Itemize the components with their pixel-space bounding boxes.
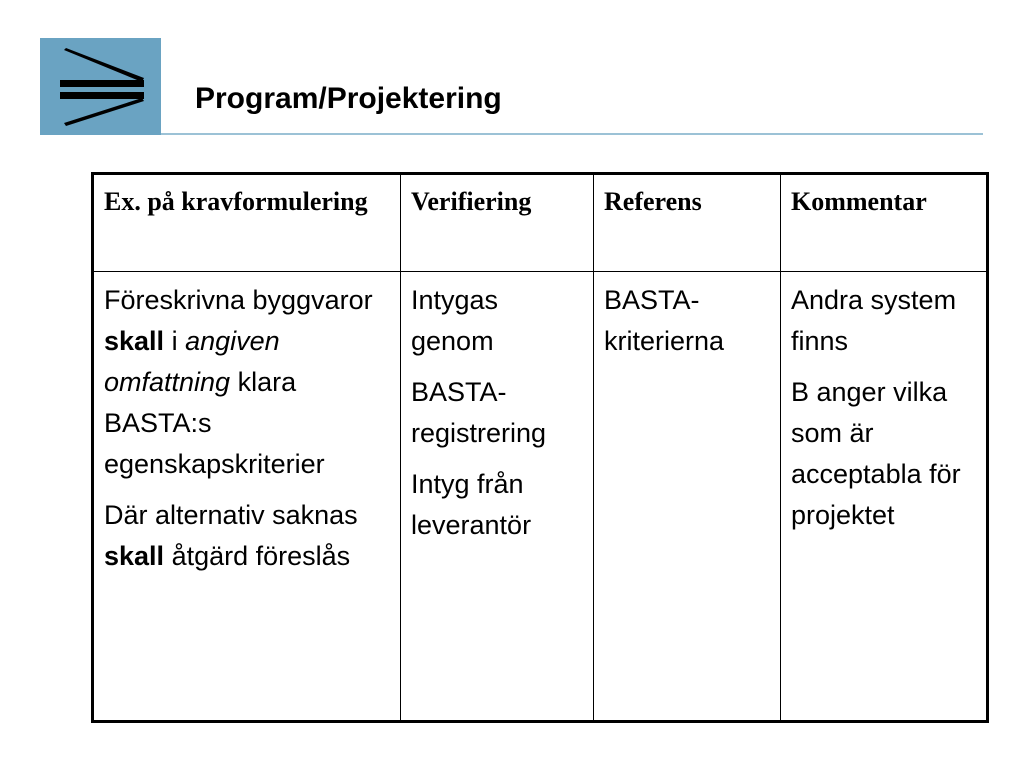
verification-text: Intygas genom (411, 285, 499, 356)
requirement-text-1: Föreskrivna byggvaror skall i angiven om… (104, 285, 373, 479)
comment-text: B anger vilka som är acceptabla för proj… (791, 377, 961, 530)
header-example: Ex. på kravformulering (92, 173, 401, 272)
logo (40, 38, 161, 135)
header-reference: Referens (593, 173, 781, 272)
cell-reference: BASTA-kriterierna (593, 271, 781, 722)
title-divider (161, 133, 983, 135)
comment-text: Andra system finns (791, 285, 957, 356)
verification-text: BASTA-registrering (411, 377, 547, 448)
header-verification: Verifiering (400, 173, 594, 272)
requirements-table: Ex. på kravformulering Verifiering Refer… (91, 172, 989, 723)
cell-example: Föreskrivna byggvaror skall i angiven om… (92, 271, 401, 722)
double-arrow-right-logo (60, 48, 144, 126)
reference-text: BASTA-kriterierna (604, 285, 725, 356)
table-header-row: Ex. på kravformulering Verifiering Refer… (92, 173, 988, 272)
verification-text: Intyg från leverantör (411, 469, 532, 540)
cell-verification: Intygas genom BASTA-registrering Intyg f… (400, 271, 594, 722)
cell-comment: Andra system finns B anger vilka som är … (780, 271, 988, 722)
table-row: Föreskrivna byggvaror skall i angiven om… (92, 271, 988, 722)
header-comment: Kommentar (780, 173, 988, 272)
requirement-text-2: Där alternativ saknas skall åtgärd föres… (104, 500, 358, 571)
slide-title: Program/Projektering (195, 82, 502, 115)
